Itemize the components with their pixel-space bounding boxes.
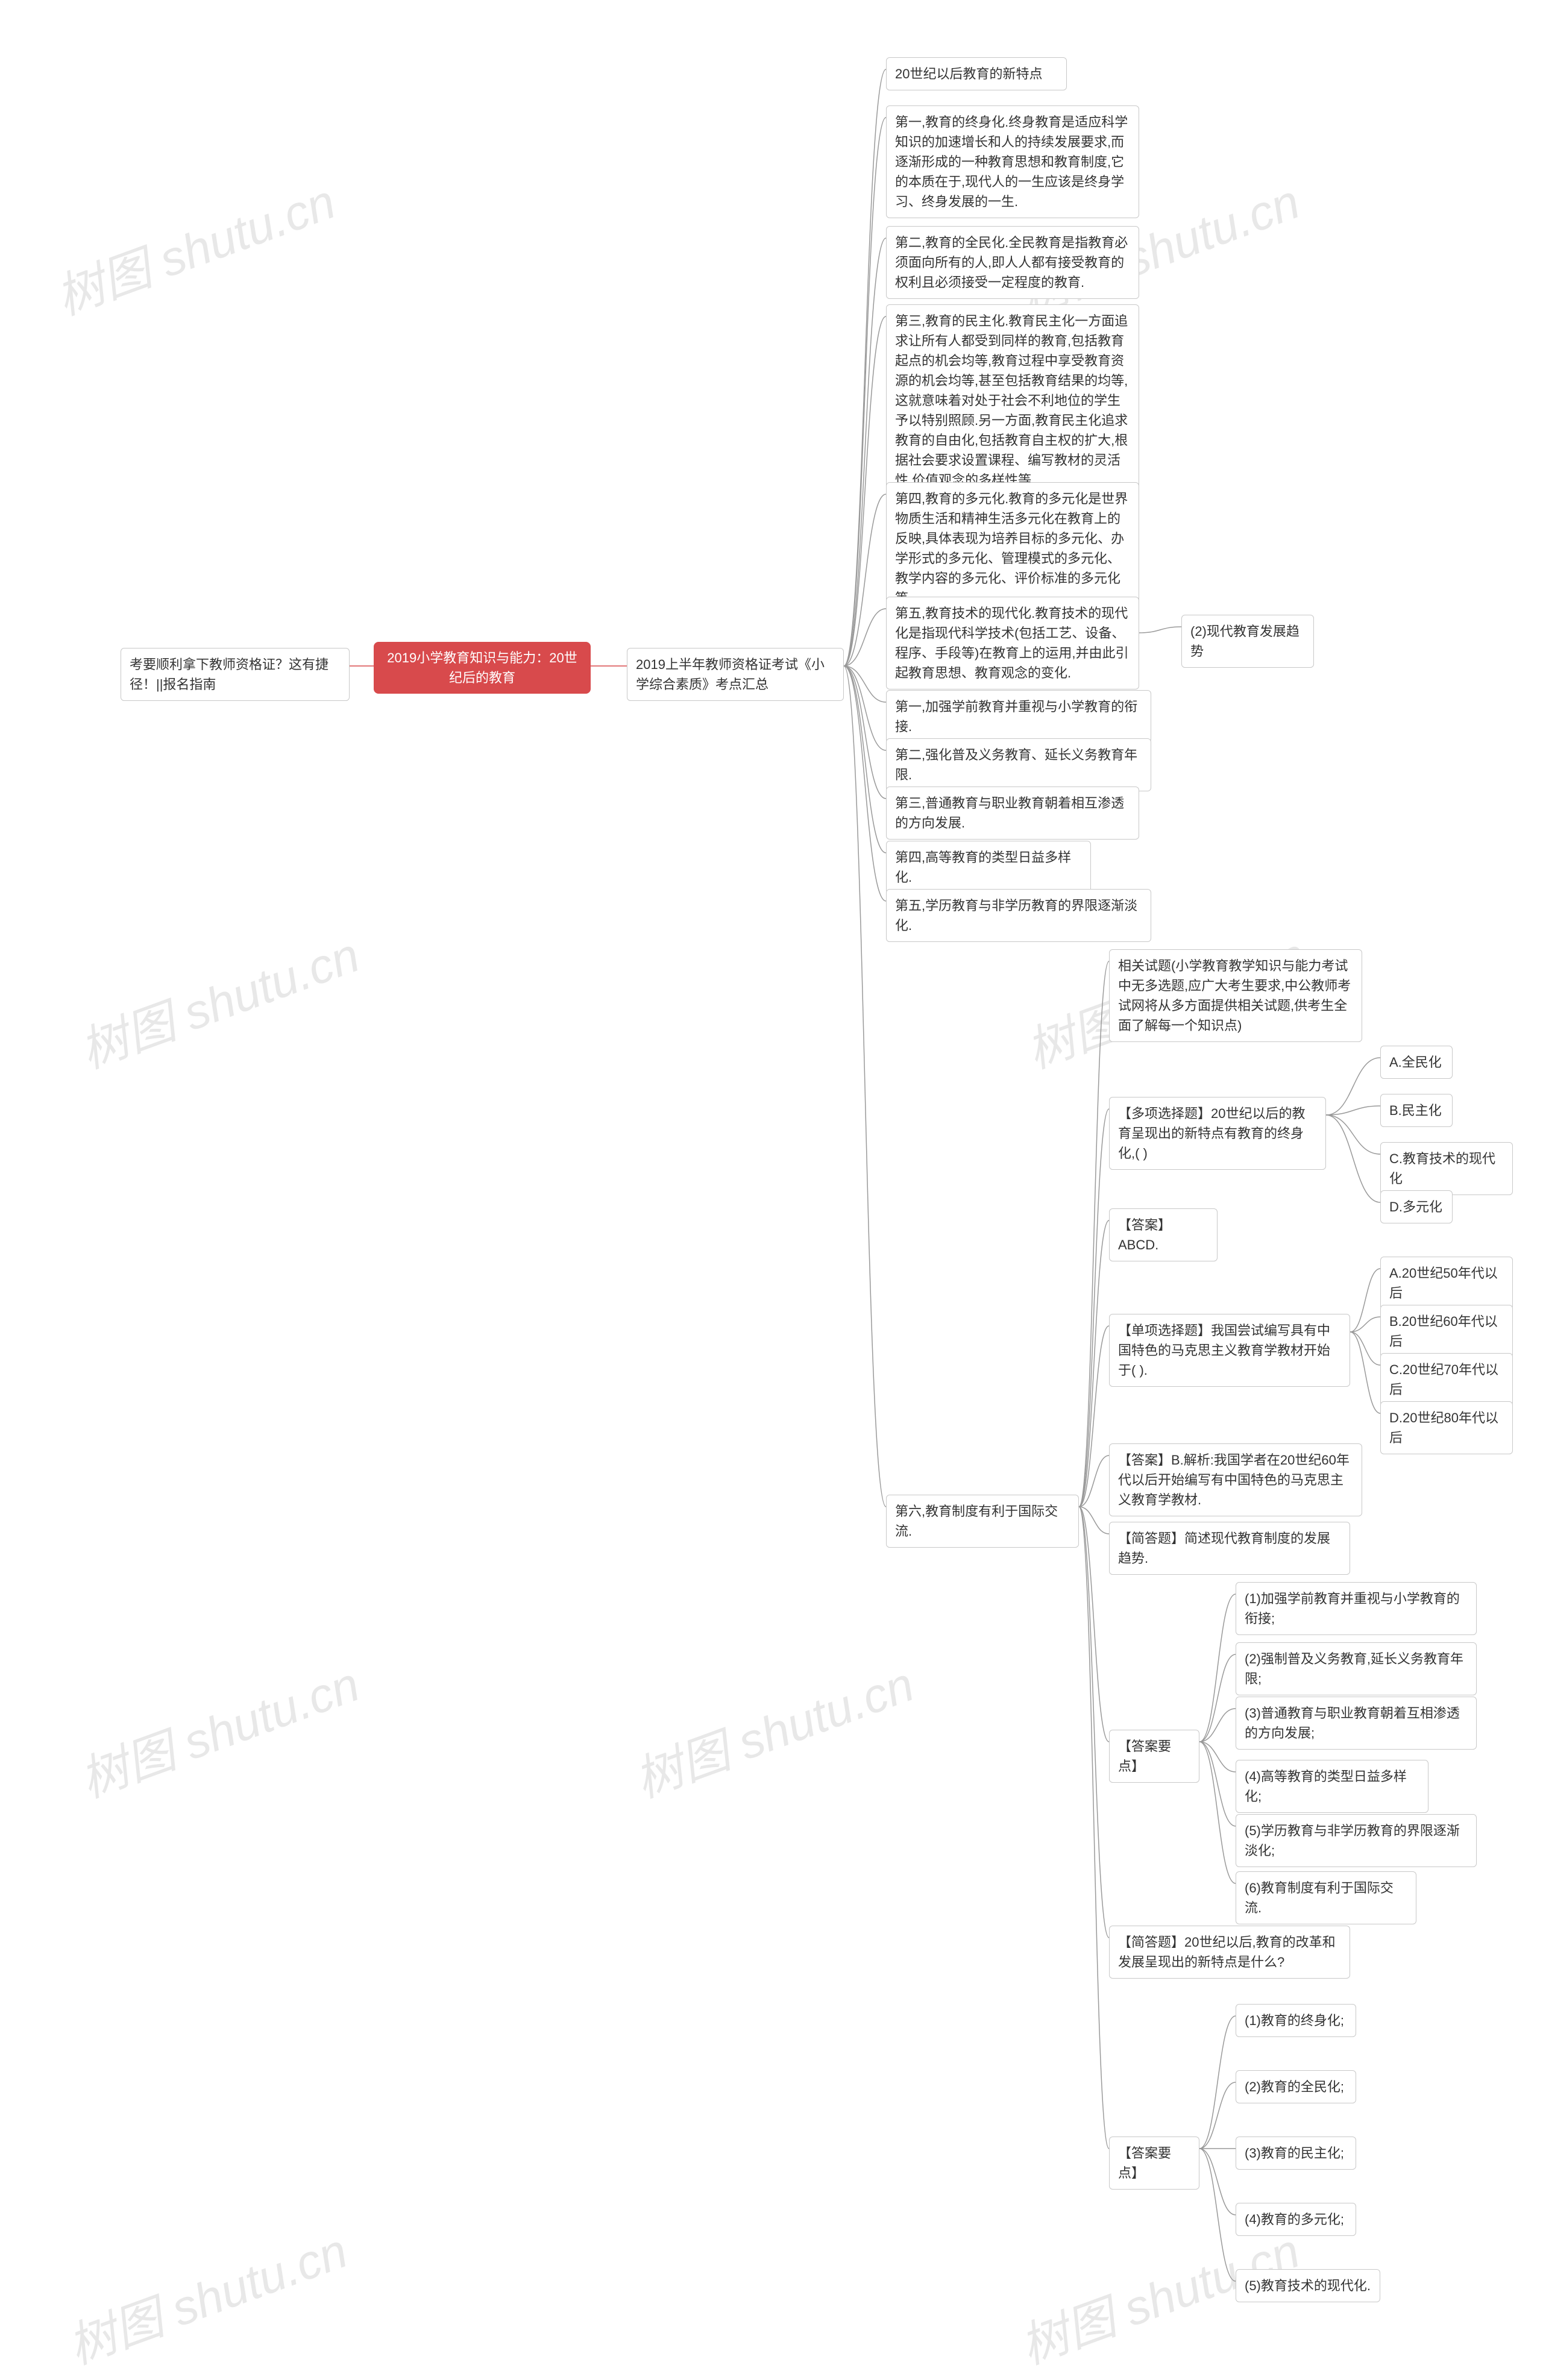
c2-child-0: A.全民化 xyxy=(1380,1046,1453,1079)
level3-node-1: 第一,教育的终身化.终身教育是适应科学知识的加速增长和人的持续发展要求,而逐渐形… xyxy=(886,105,1139,218)
c4-child-3: D.20世纪80年代以后 xyxy=(1380,1401,1513,1454)
c4-child-1: B.20世纪60年代以后 xyxy=(1380,1305,1513,1358)
n12-child-4: 【答案】B.解析:我国学者在20世纪60年代以后开始编写有中国特色的马克思主义教… xyxy=(1109,1443,1362,1516)
watermark: 树图 shutu.cn xyxy=(69,1646,368,1812)
c9-child-0: (1)教育的终身化; xyxy=(1236,2004,1356,2037)
level3-node-0: 20世纪以后教育的新特点 xyxy=(886,57,1067,90)
c2-child-1: B.民主化 xyxy=(1380,1094,1453,1127)
n12-child-1: 【多项选择题】20世纪以后的教育呈现出的新特点有教育的终身化,( ) xyxy=(1109,1097,1326,1170)
n12-child-7: 【简答题】20世纪以后,教育的改革和发展呈现出的新特点是什么? xyxy=(1109,1926,1350,1979)
watermark: 树图 shutu.cn xyxy=(45,163,344,329)
level2-node: 2019上半年教师资格证考试《小学综合素质》考点汇总 xyxy=(627,648,844,701)
watermark: 树图 shutu.cn xyxy=(57,2212,356,2378)
level3-node-9: 第四,高等教育的类型日益多样化. xyxy=(886,841,1091,894)
n12-child-2: 【答案】ABCD. xyxy=(1109,1208,1218,1261)
c9-child-1: (2)教育的全民化; xyxy=(1236,2070,1356,2103)
level3-node-7: 第二,强化普及义务教育、延长义务教育年限. xyxy=(886,738,1151,791)
n12-child-8: 【答案要点】 xyxy=(1109,2137,1199,2190)
c2-child-2: C.教育技术的现代化 xyxy=(1380,1142,1513,1195)
level3-node-3: 第三,教育的民主化.教育民主化一方面追求让所有人都受到同样的教育,包括教育起点的… xyxy=(886,304,1139,497)
c4-child-0: A.20世纪50年代以后 xyxy=(1380,1257,1513,1310)
n12-child-5: 【简答题】简述现代教育制度的发展趋势. xyxy=(1109,1522,1350,1575)
level3-node-4: 第四,教育的多元化.教育的多元化是世界物质生活和精神生活多元化在教育上的反映,具… xyxy=(886,482,1139,615)
c2-child-3: D.多元化 xyxy=(1380,1190,1453,1223)
c4-child-2: C.20世纪70年代以后 xyxy=(1380,1353,1513,1406)
n12-child-6: 【答案要点】 xyxy=(1109,1730,1199,1783)
root-node: 2019小学教育知识与能力：20世纪后的教育 xyxy=(374,642,591,694)
level3-node-2: 第二,教育的全民化.全民教育是指教育必须面向所有的人,即人人都有接受教育的权利且… xyxy=(886,226,1139,299)
level3-node-10: 第五,学历教育与非学历教育的界限逐渐淡化. xyxy=(886,889,1151,942)
c9-child-2: (3)教育的民主化; xyxy=(1236,2137,1356,2170)
c7-child-5: (6)教育制度有利于国际交流. xyxy=(1236,1871,1416,1924)
c7-child-3: (4)高等教育的类型日益多样化; xyxy=(1236,1760,1428,1813)
n12-child-0: 相关试题(小学教育教学知识与能力考试中无多选题,应广大考生要求,中公教师考试网将… xyxy=(1109,949,1362,1042)
c7-child-2: (3)普通教育与职业教育朝着互相渗透的方向发展; xyxy=(1236,1697,1477,1750)
c9-child-4: (5)教育技术的现代化. xyxy=(1236,2269,1380,2302)
level3-node-8: 第三,普通教育与职业教育朝着相互渗透的方向发展. xyxy=(886,787,1139,840)
c7-child-1: (2)强制普及义务教育,延长义务教育年限; xyxy=(1236,1642,1477,1695)
level3-node-5: 第五,教育技术的现代化.教育技术的现代化是指现代科学技术(包括工艺、设备、程序、… xyxy=(886,597,1139,689)
level3-node-6: 第一,加强学前教育并重视与小学教育的衔接. xyxy=(886,690,1151,743)
n12-child-3: 【单项选择题】我国尝试编写具有中国特色的马克思主义教育学教材开始于( ). xyxy=(1109,1314,1350,1387)
n6-child-node: (2)现代教育发展趋势 xyxy=(1181,615,1314,668)
level3-node-11: 第六,教育制度有利于国际交流. xyxy=(886,1495,1079,1548)
left-node: 考要顺利拿下教师资格证？这有捷径！||报名指南 xyxy=(121,648,350,701)
c7-child-0: (1)加强学前教育并重视与小学教育的衔接; xyxy=(1236,1582,1477,1635)
watermark: 树图 shutu.cn xyxy=(624,1646,922,1812)
c7-child-4: (5)学历教育与非学历教育的界限逐渐淡化; xyxy=(1236,1814,1477,1867)
c9-child-3: (4)教育的多元化; xyxy=(1236,2203,1356,2236)
watermark: 树图 shutu.cn xyxy=(69,917,368,1082)
